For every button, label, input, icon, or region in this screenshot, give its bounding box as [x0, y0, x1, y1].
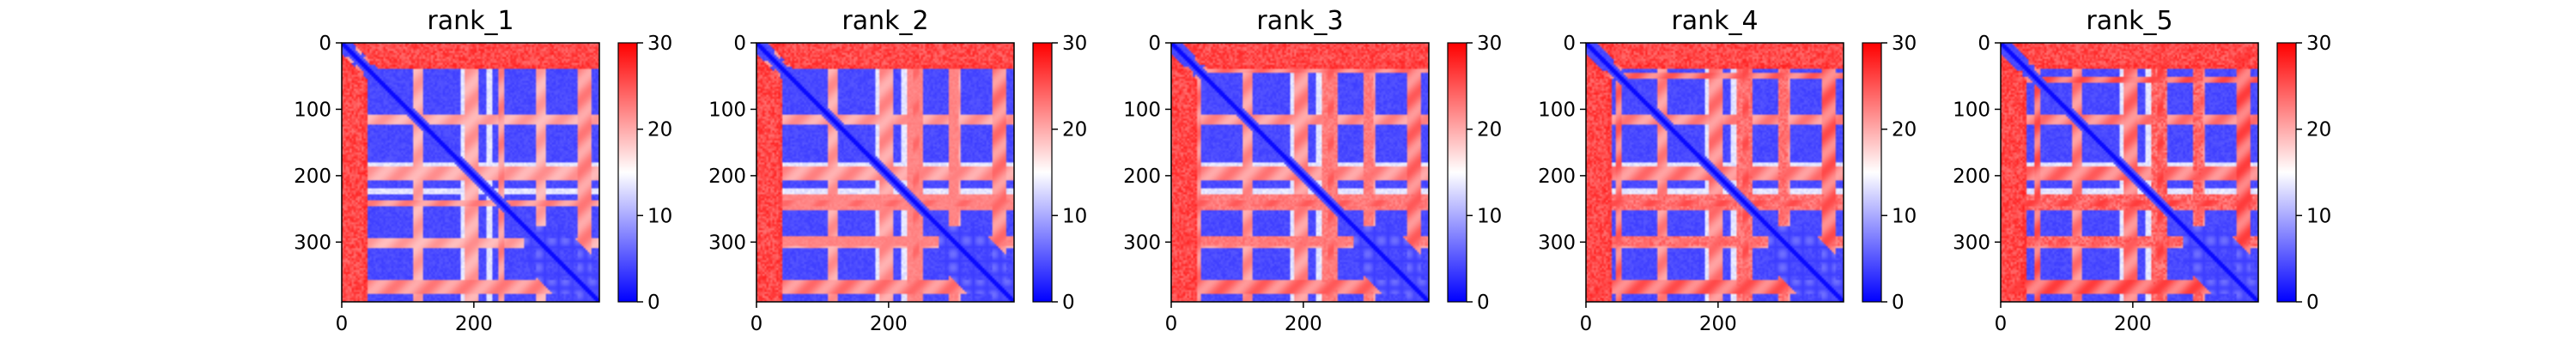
y-tick-label: 0 [319, 33, 331, 55]
y-tick-label: 100 [294, 99, 331, 121]
colorbar-tick-label: 0 [2306, 292, 2319, 314]
y-tick-label: 200 [708, 165, 746, 188]
colorbar-tick-label: 0 [1477, 292, 1490, 314]
x-tick-label: 0 [750, 313, 763, 335]
panel-2: rank_2 0 100 200 300 0 200 0 10 20 30 [708, 6, 1087, 335]
colorbar-tick-label: 0 [1062, 292, 1075, 314]
x-tick-label: 0 [1165, 313, 1178, 335]
heatmap-image [1586, 43, 1844, 302]
x-tick-label: 0 [1580, 313, 1593, 335]
colorbar-tick-label: 10 [2306, 205, 2331, 227]
colorbar-tick-label: 20 [1892, 119, 1917, 141]
y-tick-label: 100 [1538, 99, 1576, 121]
colorbar-tick-label: 10 [1062, 205, 1087, 227]
colorbar-tick-label: 30 [1892, 33, 1917, 55]
panel-3: rank_3 0 100 200 300 0 200 0 10 20 30 [1123, 6, 1502, 335]
panel-5: rank_5 0 100 200 300 0 200 0 10 20 30 [1953, 6, 2331, 335]
y-tick-label: 200 [1953, 165, 1990, 188]
x-tick-label: 200 [1699, 313, 1737, 335]
y-tick-label: 200 [1538, 165, 1576, 188]
axes-frame [1170, 42, 1430, 303]
x-tick-label: 0 [336, 313, 349, 335]
colorbar-tick-label: 20 [647, 119, 672, 141]
y-tick-label: 300 [1123, 232, 1161, 254]
heatmap-image [756, 43, 1014, 302]
y-tick-label: 200 [294, 165, 331, 188]
y-tick-label: 100 [1123, 99, 1161, 121]
axes-frame [1585, 42, 1844, 303]
colorbar-tick-label: 0 [647, 292, 660, 314]
colorbar [617, 42, 638, 303]
x-tick-label: 200 [870, 313, 908, 335]
axes-frame [2000, 42, 2259, 303]
colorbar-tick-label: 30 [647, 33, 672, 55]
axes-frame [756, 42, 1015, 303]
colorbar [1862, 42, 1882, 303]
y-tick-label: 0 [733, 33, 746, 55]
panel-title: rank_4 [1671, 6, 1758, 36]
colorbar-tick-label: 30 [1062, 33, 1087, 55]
x-tick-label: 0 [1995, 313, 2008, 335]
panel-4: rank_4 0 100 200 300 0 200 0 10 20 30 [1538, 6, 1917, 335]
colorbar-tick-label: 20 [1477, 119, 1502, 141]
heatmap-image [2001, 43, 2258, 302]
colorbar-tick-label: 20 [1062, 119, 1087, 141]
colorbar-tick-label: 10 [647, 205, 672, 227]
panel-title: rank_5 [2086, 6, 2172, 36]
colorbar [2276, 42, 2297, 303]
y-tick-label: 300 [1953, 232, 1990, 254]
y-tick-label: 100 [708, 99, 746, 121]
heatmap-image [1171, 43, 1429, 302]
y-tick-label: 300 [294, 232, 331, 254]
panel-title: rank_1 [427, 6, 513, 36]
x-tick-label: 200 [2114, 313, 2152, 335]
colorbar-tick-label: 0 [1892, 292, 1905, 314]
y-tick-label: 300 [1538, 232, 1576, 254]
y-tick-label: 0 [1148, 33, 1161, 55]
colorbar-tick-label: 30 [2306, 33, 2331, 55]
y-tick-label: 0 [1978, 33, 1990, 55]
colorbar-tick-label: 30 [1477, 33, 1502, 55]
colorbar-tick-label: 10 [1477, 205, 1502, 227]
axes-frame [341, 42, 600, 303]
colorbar [1447, 42, 1467, 303]
colorbar-tick-label: 20 [2306, 119, 2331, 141]
panel-title: rank_3 [1256, 6, 1343, 36]
y-tick-label: 200 [1123, 165, 1161, 188]
x-tick-label: 200 [1285, 313, 1322, 335]
x-tick-label: 200 [455, 313, 493, 335]
panel-1: rank_1 0 100 200 300 0 200 0 10 20 30 [294, 6, 672, 335]
y-tick-label: 0 [1563, 33, 1576, 55]
y-tick-label: 300 [708, 232, 746, 254]
y-tick-label: 100 [1953, 99, 1990, 121]
heatmap-image [342, 43, 599, 302]
colorbar [1032, 42, 1053, 303]
colorbar-tick-label: 10 [1892, 205, 1917, 227]
panel-title: rank_2 [841, 6, 928, 36]
